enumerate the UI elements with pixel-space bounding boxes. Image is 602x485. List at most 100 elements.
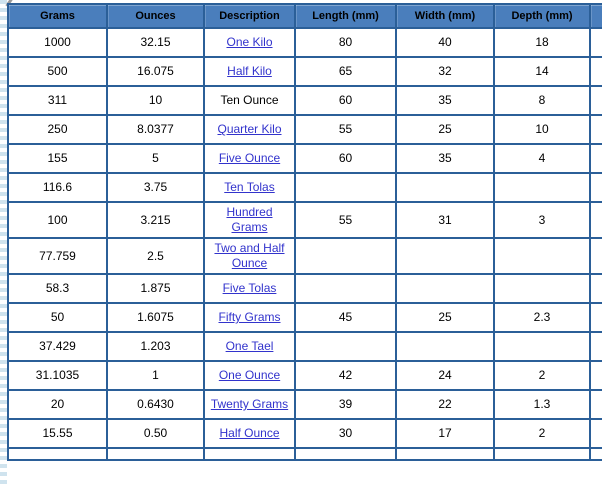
cell-depth xyxy=(493,331,591,362)
description-link[interactable]: Twenty Grams xyxy=(210,397,289,411)
table-row: 1000 32.15 One Kilo 80 40 18 xyxy=(7,27,602,58)
cell-cutoff xyxy=(589,302,602,333)
cell-ounces: 3.215 xyxy=(106,201,205,239)
description-link[interactable]: Ten Tolas xyxy=(224,180,275,194)
cell-ounces: 5 xyxy=(106,143,205,174)
cell-width: 25 xyxy=(395,302,495,333)
gold-bar-sizes-table: Grams Ounces Description Length (mm) Wid… xyxy=(7,3,602,461)
column-header-ounces: Ounces xyxy=(106,3,205,29)
cell-cutoff xyxy=(589,389,602,420)
cell-ounces: 1.6075 xyxy=(106,302,205,333)
description-link[interactable]: One Tael xyxy=(225,339,274,353)
description-link[interactable]: Two and Half Ounce xyxy=(214,241,285,270)
cell-length xyxy=(294,172,397,203)
cell-cutoff xyxy=(589,237,602,275)
cell-width xyxy=(395,273,495,304)
cell-cutoff xyxy=(589,418,602,449)
cell-cutoff xyxy=(589,27,602,58)
cell-grams: 37.429 xyxy=(7,331,108,362)
description-link[interactable]: One Kilo xyxy=(226,35,273,49)
description-link[interactable]: Five Ounce xyxy=(218,151,281,165)
cell-cutoff xyxy=(589,273,602,304)
column-header-grams: Grams xyxy=(7,3,108,29)
cell-width: 24 xyxy=(395,360,495,391)
cell-grams: 155 xyxy=(7,143,108,174)
cell-grams: 500 xyxy=(7,56,108,87)
cell-depth xyxy=(493,237,591,275)
header-row: Grams Ounces Description Length (mm) Wid… xyxy=(7,3,602,29)
cell-ounces: 8.0377 xyxy=(106,114,205,145)
table-row: 58.3 1.875 Five Tolas xyxy=(7,273,602,304)
cell-description: Ten Tolas xyxy=(203,172,296,203)
cell-description: Five Tolas xyxy=(203,273,296,304)
cell-description: Quarter Kilo xyxy=(203,114,296,145)
cell-depth: 14 xyxy=(493,56,591,87)
cell-ounces: 10 xyxy=(106,85,205,116)
cell-ounces: 1 xyxy=(106,360,205,391)
column-header-description: Description xyxy=(203,3,296,29)
cell-description: Half Ounce xyxy=(203,418,296,449)
cell-partial xyxy=(589,447,602,461)
cell-ounces: 0.50 xyxy=(106,418,205,449)
cell-length: 42 xyxy=(294,360,397,391)
cell-grams: 15.55 xyxy=(7,418,108,449)
cell-length: 45 xyxy=(294,302,397,333)
cell-width: 17 xyxy=(395,418,495,449)
cell-width: 40 xyxy=(395,27,495,58)
column-header-length: Length (mm) xyxy=(294,3,397,29)
cell-ounces: 16.075 xyxy=(106,56,205,87)
cell-length: 80 xyxy=(294,27,397,58)
page-edge-stripes xyxy=(0,0,7,485)
description-link[interactable]: Hundred Grams xyxy=(226,205,273,234)
cell-grams: 311 xyxy=(7,85,108,116)
cell-grams: 50 xyxy=(7,302,108,333)
cell-ounces: 0.6430 xyxy=(106,389,205,420)
cell-description: Hundred Grams xyxy=(203,201,296,239)
cell-grams: 58.3 xyxy=(7,273,108,304)
cell-ounces: 3.75 xyxy=(106,172,205,203)
cell-description: One Ounce xyxy=(203,360,296,391)
cell-length: 30 xyxy=(294,418,397,449)
cell-partial xyxy=(493,447,591,461)
description-link[interactable]: Half Kilo xyxy=(227,64,272,78)
cell-cutoff xyxy=(589,56,602,87)
cell-grams: 100 xyxy=(7,201,108,239)
cell-description: Half Kilo xyxy=(203,56,296,87)
cell-width: 32 xyxy=(395,56,495,87)
description-link[interactable]: One Ounce xyxy=(218,368,281,382)
cell-partial xyxy=(7,447,108,461)
table-row: 15.55 0.50 Half Ounce 30 17 2 xyxy=(7,418,602,449)
cell-grams: 250 xyxy=(7,114,108,145)
table-row: 77.759 2.5 Two and Half Ounce xyxy=(7,237,602,275)
description-link[interactable]: Quarter Kilo xyxy=(217,122,282,136)
cell-length xyxy=(294,273,397,304)
cell-depth: 2.3 xyxy=(493,302,591,333)
table-row: 37.429 1.203 One Tael xyxy=(7,331,602,362)
description-link[interactable]: Half Ounce xyxy=(219,426,280,440)
description-link[interactable]: Five Tolas xyxy=(222,281,277,295)
cell-length: 65 xyxy=(294,56,397,87)
cell-description: Ten Ounce xyxy=(203,85,296,116)
column-header-cutoff xyxy=(589,3,602,29)
cell-length: 60 xyxy=(294,143,397,174)
cell-description: One Kilo xyxy=(203,27,296,58)
cell-length: 60 xyxy=(294,85,397,116)
cell-width xyxy=(395,331,495,362)
column-header-depth: Depth (mm) xyxy=(493,3,591,29)
table-row: 50 1.6075 Fifty Grams 45 25 2.3 xyxy=(7,302,602,333)
cell-grams: 31.1035 xyxy=(7,360,108,391)
cell-width: 25 xyxy=(395,114,495,145)
cell-cutoff xyxy=(589,85,602,116)
table-row: 155 5 Five Ounce 60 35 4 xyxy=(7,143,602,174)
cell-depth xyxy=(493,273,591,304)
description-link[interactable]: Fifty Grams xyxy=(218,310,281,324)
table-row: 31.1035 1 One Ounce 42 24 2 xyxy=(7,360,602,391)
cell-depth: 18 xyxy=(493,27,591,58)
partial-table-row xyxy=(7,447,602,461)
cell-cutoff xyxy=(589,331,602,362)
cell-ounces: 1.203 xyxy=(106,331,205,362)
cell-description: Twenty Grams xyxy=(203,389,296,420)
table-row: 250 8.0377 Quarter Kilo 55 25 10 xyxy=(7,114,602,145)
cell-grams: 77.759 xyxy=(7,237,108,275)
